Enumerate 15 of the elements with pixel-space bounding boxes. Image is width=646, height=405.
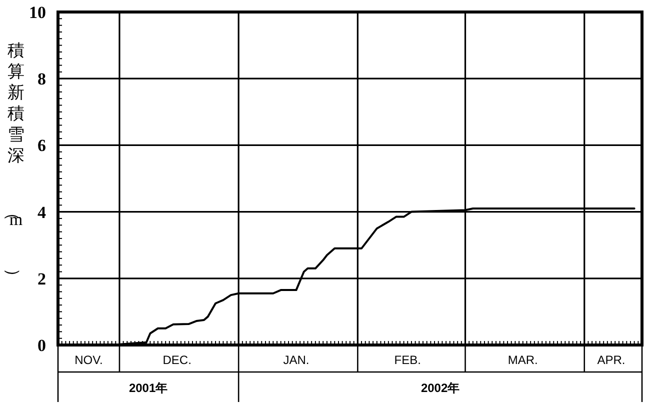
y-tick-label: 6 xyxy=(38,136,46,156)
text: 2001年 xyxy=(128,381,168,395)
x-tick-label: FEB. xyxy=(394,353,421,367)
x-tick-label: APR. xyxy=(597,353,626,367)
y-tick-label: 2 xyxy=(38,269,46,288)
y-tick-label: 4 xyxy=(38,202,46,222)
x-tick-label: MAR. xyxy=(508,353,538,367)
text: 積算新積雪深（m） xyxy=(4,41,24,285)
x-tick-label: NOV. xyxy=(74,353,103,367)
x-tick-label: DEC. xyxy=(162,353,192,367)
y-tick-label: 0 xyxy=(38,336,46,355)
y-tick-label: 8 xyxy=(38,70,46,89)
y-tick-label: 10 xyxy=(29,3,46,22)
x-tick-label: JAN. xyxy=(283,353,310,367)
text: 2002年 xyxy=(420,381,460,395)
